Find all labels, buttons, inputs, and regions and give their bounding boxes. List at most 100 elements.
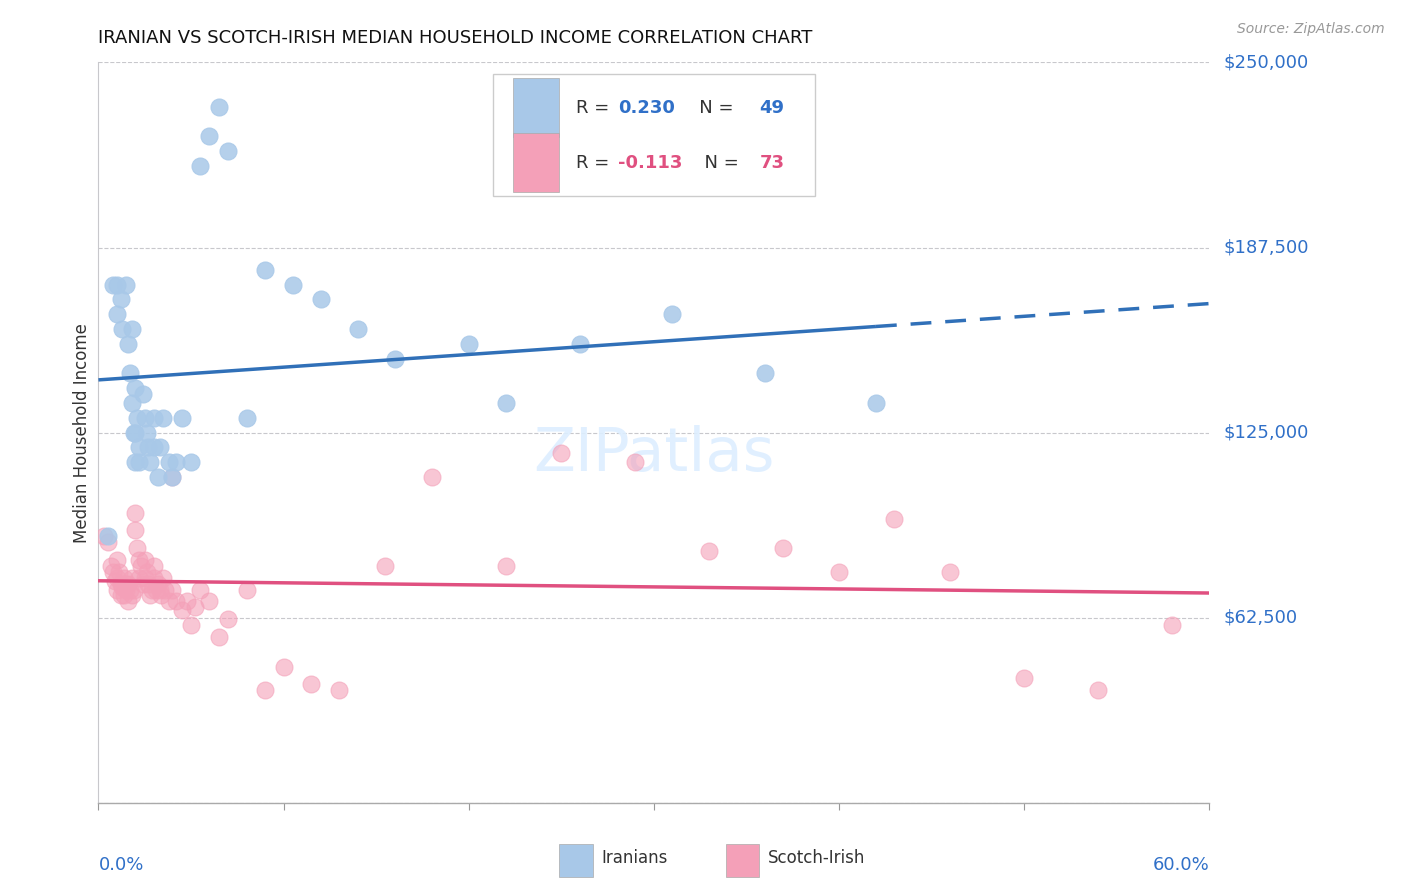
Point bbox=[132, 576, 155, 591]
Point bbox=[139, 455, 162, 469]
Point bbox=[170, 410, 193, 425]
Point bbox=[128, 441, 150, 455]
Point bbox=[157, 594, 180, 608]
Point bbox=[146, 576, 169, 591]
Point bbox=[127, 541, 149, 555]
Point bbox=[139, 589, 162, 603]
Point bbox=[121, 396, 143, 410]
Point bbox=[110, 293, 132, 307]
Point bbox=[152, 571, 174, 585]
Text: Iranians: Iranians bbox=[602, 849, 668, 867]
Y-axis label: Median Household Income: Median Household Income bbox=[73, 323, 91, 542]
Point bbox=[111, 580, 134, 594]
Point bbox=[143, 571, 166, 585]
Point bbox=[495, 396, 517, 410]
Point bbox=[217, 145, 239, 159]
Point bbox=[328, 683, 350, 698]
Point bbox=[128, 571, 150, 585]
FancyBboxPatch shape bbox=[560, 844, 593, 877]
Point bbox=[162, 470, 184, 484]
Point bbox=[153, 582, 176, 597]
Point bbox=[208, 100, 231, 114]
Point bbox=[170, 603, 193, 617]
Point bbox=[141, 582, 163, 597]
Point bbox=[121, 322, 143, 336]
Text: 49: 49 bbox=[759, 99, 785, 117]
Text: ZIPatlas: ZIPatlas bbox=[533, 425, 775, 484]
Point bbox=[118, 367, 141, 381]
Point bbox=[124, 524, 146, 538]
Point bbox=[772, 541, 794, 555]
Point bbox=[117, 576, 139, 591]
Point bbox=[143, 558, 166, 573]
Point bbox=[115, 576, 138, 591]
Text: $187,500: $187,500 bbox=[1223, 238, 1309, 257]
Point bbox=[1087, 683, 1109, 698]
Text: Scotch-Irish: Scotch-Irish bbox=[768, 849, 866, 867]
Text: -0.113: -0.113 bbox=[619, 153, 683, 172]
Point bbox=[103, 277, 125, 292]
Point bbox=[115, 582, 138, 597]
Text: Source: ZipAtlas.com: Source: ZipAtlas.com bbox=[1237, 22, 1385, 37]
FancyBboxPatch shape bbox=[492, 73, 815, 195]
Point bbox=[198, 594, 221, 608]
Point bbox=[105, 571, 128, 585]
Point bbox=[97, 529, 120, 543]
FancyBboxPatch shape bbox=[513, 78, 560, 137]
Point bbox=[105, 582, 128, 597]
Point bbox=[217, 612, 239, 626]
Text: $62,500: $62,500 bbox=[1223, 608, 1298, 627]
Point bbox=[883, 511, 905, 525]
Text: 0.230: 0.230 bbox=[619, 99, 675, 117]
Point bbox=[1161, 618, 1184, 632]
Point bbox=[152, 410, 174, 425]
Point bbox=[281, 277, 304, 292]
Text: R =: R = bbox=[576, 99, 614, 117]
Point bbox=[143, 410, 166, 425]
Point bbox=[132, 387, 155, 401]
Point bbox=[568, 336, 591, 351]
Point bbox=[374, 558, 396, 573]
Point bbox=[550, 446, 572, 460]
Point bbox=[162, 582, 184, 597]
Point bbox=[105, 553, 128, 567]
Point bbox=[145, 582, 167, 597]
Point bbox=[162, 470, 184, 484]
Point bbox=[183, 600, 205, 615]
Point bbox=[661, 307, 683, 321]
Point bbox=[495, 558, 517, 573]
Point bbox=[118, 582, 141, 597]
Point bbox=[188, 159, 211, 173]
Point bbox=[124, 455, 146, 469]
Point bbox=[97, 535, 120, 549]
Point bbox=[157, 455, 180, 469]
Point bbox=[122, 582, 145, 597]
Point bbox=[134, 553, 156, 567]
Point bbox=[112, 589, 135, 603]
Point bbox=[112, 571, 135, 585]
Point bbox=[309, 293, 332, 307]
Point bbox=[208, 630, 231, 644]
Text: N =: N = bbox=[693, 153, 744, 172]
Point bbox=[128, 455, 150, 469]
Point bbox=[235, 582, 257, 597]
Point bbox=[121, 589, 143, 603]
Text: IRANIAN VS SCOTCH-IRISH MEDIAN HOUSEHOLD INCOME CORRELATION CHART: IRANIAN VS SCOTCH-IRISH MEDIAN HOUSEHOLD… bbox=[98, 29, 813, 47]
Point bbox=[124, 506, 146, 520]
Point bbox=[110, 589, 132, 603]
Point bbox=[1012, 672, 1035, 686]
Point bbox=[624, 455, 647, 469]
Point bbox=[165, 594, 187, 608]
Point bbox=[111, 322, 134, 336]
Point bbox=[188, 582, 211, 597]
Point bbox=[128, 553, 150, 567]
Point bbox=[176, 594, 198, 608]
Point bbox=[384, 351, 406, 366]
Point bbox=[828, 565, 851, 579]
Text: 60.0%: 60.0% bbox=[1153, 856, 1209, 874]
Point bbox=[129, 558, 152, 573]
Point bbox=[198, 129, 221, 144]
Text: 0.0%: 0.0% bbox=[98, 856, 143, 874]
Text: $250,000: $250,000 bbox=[1223, 54, 1309, 71]
Point bbox=[165, 455, 187, 469]
